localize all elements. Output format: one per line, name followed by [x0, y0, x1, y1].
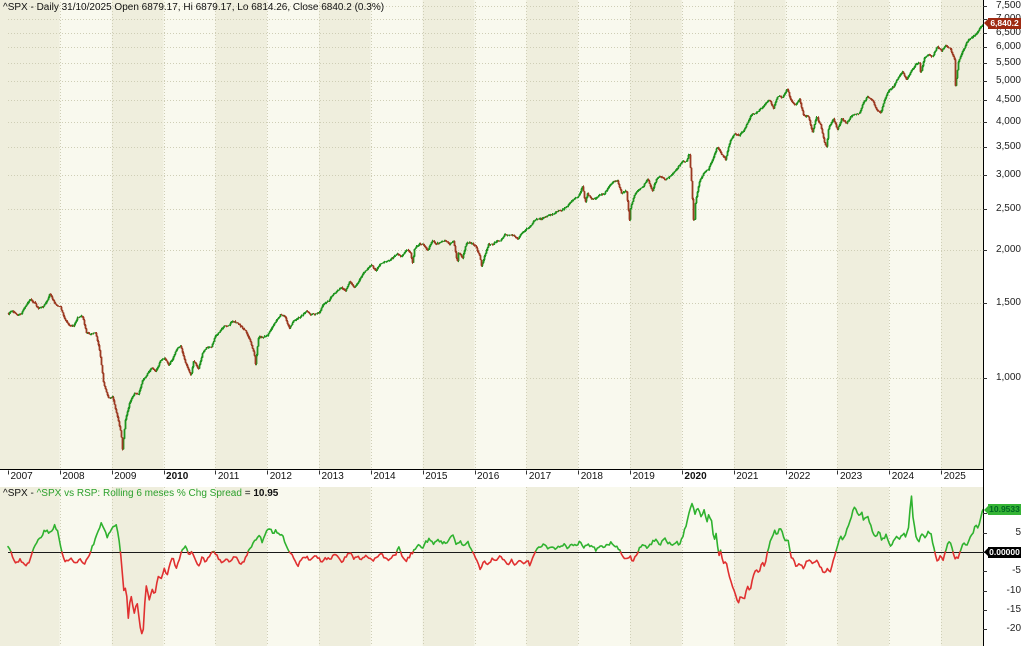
year-label: 2017: [528, 471, 552, 482]
time-axis[interactable]: 2007 2008 2009 2010 2011 2012 2013 2014 2015 2016…: [0, 470, 983, 487]
indicator-title-symbol: ^SPX -: [3, 488, 37, 499]
indicator-title-name: ^SPX vs RSP: Rolling 6 meses % Chg Sprea…: [36, 488, 242, 499]
candles-up-bodies: [8, 25, 984, 450]
indicator-title-equals: =: [241, 488, 254, 499]
year-label: 2015: [425, 471, 448, 482]
pane-borders: [0, 0, 984, 646]
indicator-axis-label: -5: [1012, 565, 1021, 577]
year-label: 2025: [943, 471, 966, 482]
price-axis-label: 2,000: [995, 244, 1021, 256]
spread-negative: [10, 551, 961, 635]
year-label: 2011: [217, 471, 240, 482]
indicator-axis-label: 5: [1015, 526, 1021, 538]
year-label: 2013: [321, 471, 344, 482]
year-label: 2024: [891, 471, 915, 482]
year-label: 2022: [788, 471, 811, 482]
indicator-axis-label: -15: [1006, 604, 1021, 616]
indicator-pane-title: ^SPX - ^SPX vs RSP: Rolling 6 meses % Ch…: [3, 488, 278, 499]
indicator-plot-area[interactable]: [0, 487, 983, 646]
spread-indicator-line: [7, 495, 984, 635]
price-axis-label: 3,500: [995, 140, 1021, 152]
price-axis-label: 6,000: [995, 41, 1021, 53]
year-label: 2008: [62, 471, 85, 482]
price-pane-title: ^SPX - Daily 31/10/2025 Open 6879.17, Hi…: [3, 2, 384, 13]
price-axis-label: 5,000: [995, 74, 1021, 86]
year-label: 2009: [114, 471, 137, 482]
year-label: 2023: [839, 471, 863, 482]
candlestick-series: [7, 24, 984, 451]
last-price-badge: 6,840.2: [984, 17, 1021, 29]
price-axis[interactable]: -20-15-10-55101,0001,5002,0002,5003,0003…: [984, 0, 1024, 646]
time-axis-band-bg: [0, 469, 983, 487]
gridlines: [8, 2, 983, 646]
price-axis-label: 1,500: [995, 297, 1021, 309]
axis-gutter-bg: [983, 0, 1024, 646]
year-label: 2019: [632, 471, 655, 482]
year-stripes: [0, 0, 983, 646]
year-label: 2007: [10, 471, 33, 482]
indicator-title-value: 10.95: [253, 488, 279, 499]
price-pane-title-text: ^SPX - Daily 31/10/2025 Open 6879.17, Hi…: [3, 2, 385, 13]
price-axis-label: 5,500: [995, 57, 1021, 69]
year-label: 2014: [373, 471, 396, 482]
price-axis-label: 3,000: [995, 169, 1021, 181]
price-axis-label: 7,500: [995, 0, 1021, 12]
year-label: 2012: [269, 471, 292, 482]
zero-value-badge: 0.00000: [984, 546, 1021, 558]
year-label: 2010: [166, 471, 189, 482]
price-axis-label: 2,500: [995, 202, 1021, 214]
price-axis-label: 6,500: [995, 26, 1021, 38]
year-label: 2016: [477, 471, 500, 482]
year-label: 2018: [580, 471, 603, 482]
price-axis-label: 4,000: [995, 116, 1021, 128]
year-label: 2021: [736, 471, 759, 482]
year-label: 2020: [684, 471, 707, 482]
indicator-axis-label: -20: [1006, 623, 1021, 635]
spread-value-badge: 10.9533: [984, 504, 1021, 516]
spread-positive: [7, 495, 984, 553]
price-axis-label: 1,000: [995, 372, 1021, 383]
indicator-axis-label: -10: [1006, 584, 1021, 596]
price-plot-area[interactable]: [0, 0, 983, 469]
price-axis-label: 4,500: [995, 94, 1021, 106]
